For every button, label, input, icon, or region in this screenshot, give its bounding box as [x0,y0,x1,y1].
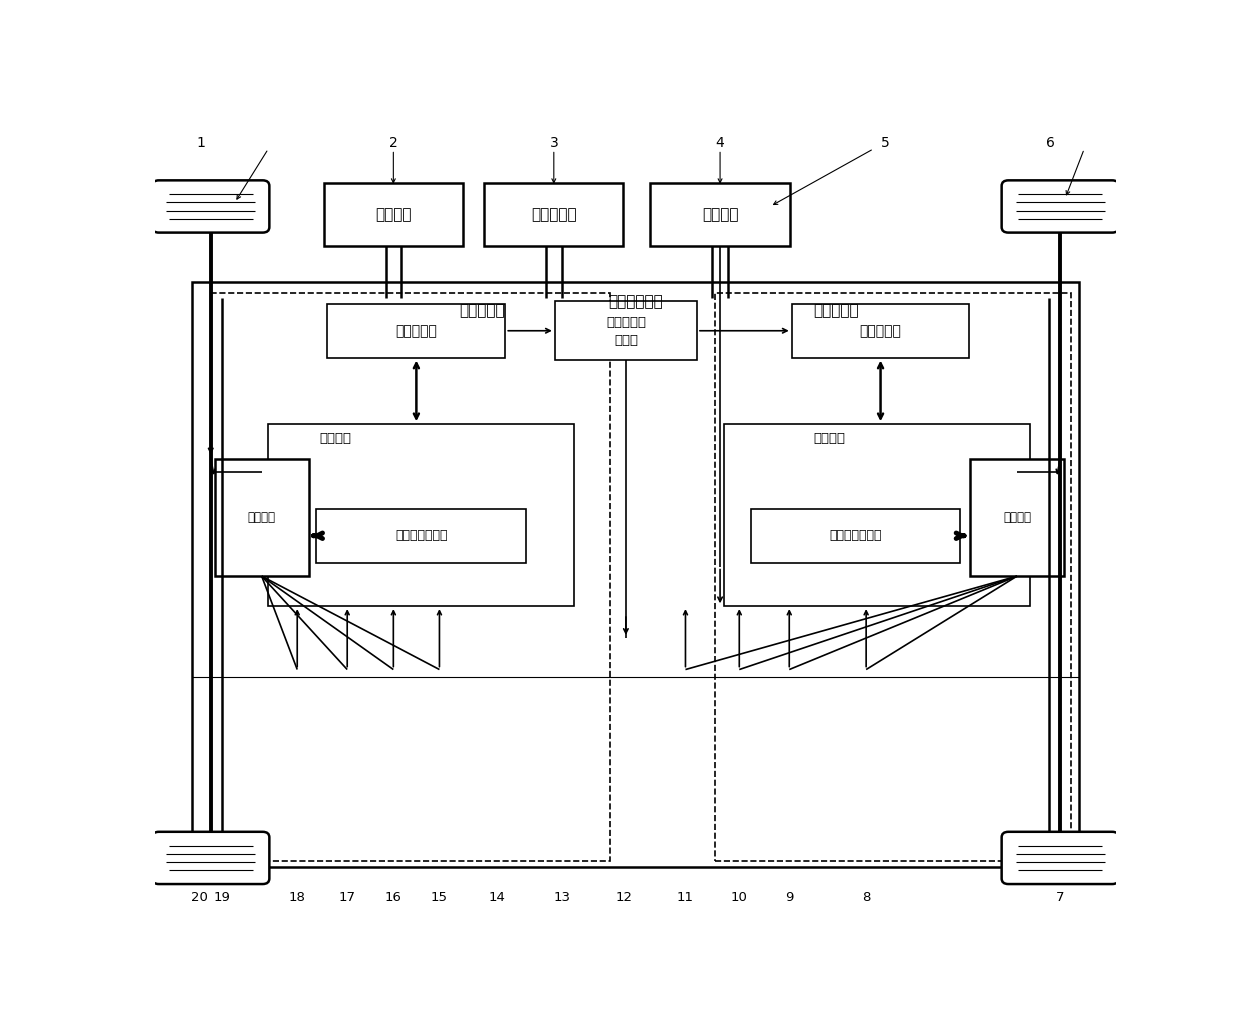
Text: 13: 13 [554,891,570,904]
FancyBboxPatch shape [1002,832,1118,884]
Text: 18: 18 [289,891,306,904]
Text: 5: 5 [880,136,890,150]
Text: 制系统: 制系统 [614,334,637,346]
Text: 9: 9 [785,891,794,904]
Text: 17: 17 [339,891,356,904]
Text: 12: 12 [615,891,632,904]
Text: 11: 11 [677,891,694,904]
Text: 10: 10 [730,891,748,904]
Text: 主驱动系统: 主驱动系统 [813,302,859,318]
Text: 19: 19 [213,891,231,904]
Text: 主差速器: 主差速器 [1003,511,1030,524]
Bar [791,304,970,358]
FancyBboxPatch shape [153,180,269,232]
Text: 动力电池: 动力电池 [702,207,738,222]
Bar [724,425,1029,607]
Text: 6: 6 [1047,136,1055,150]
Text: 主齿轮传动系统: 主齿轮传动系统 [830,529,882,542]
Text: 低压电源: 低压电源 [374,207,412,222]
Bar [554,301,697,361]
Bar [651,183,790,246]
Text: 整车控制器: 整车控制器 [531,207,577,222]
Bar [191,282,1080,868]
Text: 3: 3 [549,136,558,150]
Text: 4: 4 [715,136,724,150]
Text: 主电机系统: 主电机系统 [859,324,901,338]
Text: 动力驱动控: 动力驱动控 [606,317,646,329]
Bar [484,183,624,246]
Text: 辅驱动系统: 辅驱动系统 [459,302,505,318]
Bar [215,458,309,576]
Bar [715,293,1071,861]
Bar [970,458,1064,576]
Text: 主减速器: 主减速器 [813,432,846,445]
Text: 辅减速器: 辅减速器 [320,432,352,445]
Text: 1: 1 [197,136,206,150]
Text: 辅齿轮传动系统: 辅齿轮传动系统 [396,529,448,542]
Text: 辅差速器: 辅差速器 [248,511,275,524]
Text: 8: 8 [862,891,870,904]
Bar [316,509,526,562]
Bar [268,425,574,607]
Text: 20: 20 [191,891,207,904]
Text: 14: 14 [489,891,506,904]
Text: 辅电机系统: 辅电机系统 [396,324,438,338]
Bar [211,293,610,861]
FancyBboxPatch shape [1002,180,1118,232]
Bar [324,183,463,246]
Bar [751,509,960,562]
Text: 7: 7 [1056,891,1064,904]
Text: 动力驱动系统: 动力驱动系统 [608,294,663,309]
FancyBboxPatch shape [153,832,269,884]
Text: 15: 15 [432,891,448,904]
Text: 16: 16 [384,891,402,904]
Bar [327,304,505,358]
Text: 2: 2 [389,136,398,150]
